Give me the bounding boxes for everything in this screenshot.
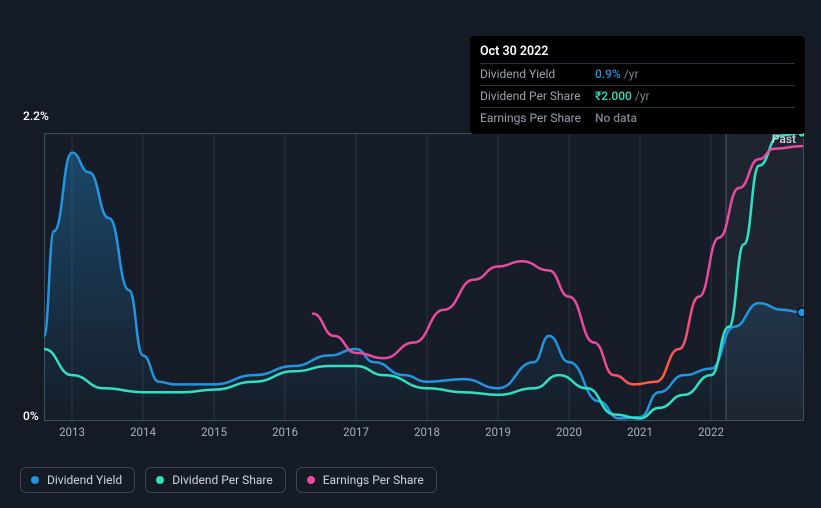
tooltip-row-label: Earnings Per Share: [480, 110, 595, 127]
x-tick-label: 2021: [627, 425, 653, 439]
x-axis: 2013 2014 2015 2016 2017 2018 2019 2020 2021 2022: [44, 425, 804, 445]
legend-item-label: Earnings Per Share: [323, 473, 424, 487]
tooltip-row-value: No data: [595, 110, 637, 127]
tooltip-row-value: ₹2.000: [595, 88, 632, 105]
tooltip-row: Dividend Per Share₹2.000/yr: [480, 85, 795, 107]
x-tick-label: 2014: [130, 425, 156, 439]
y-axis-min-label: 0%: [23, 409, 39, 423]
tooltip-row-label: Dividend Yield: [480, 66, 595, 83]
legend-item-label: Dividend Yield: [47, 473, 122, 487]
past-region-label: Past: [772, 132, 796, 146]
chart-legend: Dividend Yield Dividend Per Share Earnings…: [20, 467, 437, 493]
tooltip-date: Oct 30 2022: [480, 42, 795, 63]
tooltip-row-label: Dividend Per Share: [480, 88, 595, 105]
tooltip-row-suffix: /yr: [624, 66, 639, 83]
legend-item-label: Dividend Per Share: [172, 473, 273, 487]
chart-tooltip: Oct 30 2022 Dividend Yield0.9%/yrDividen…: [470, 36, 805, 134]
tooltip-row-value: 0.9%: [595, 66, 621, 83]
x-tick-label: 2016: [272, 425, 298, 439]
y-axis-max-label: 2.2%: [23, 109, 49, 123]
legend-item[interactable]: Dividend Yield: [20, 467, 135, 493]
x-tick-label: 2018: [414, 425, 440, 439]
x-tick-label: 2019: [485, 425, 511, 439]
x-tick-label: 2017: [343, 425, 369, 439]
tooltip-row: Earnings Per ShareNo data: [480, 107, 795, 129]
x-tick-label: 2020: [556, 425, 582, 439]
tooltip-row-suffix: /yr: [635, 88, 650, 105]
legend-dot-icon: [31, 476, 39, 484]
legend-item[interactable]: Earnings Per Share: [296, 467, 437, 493]
x-tick-label: 2015: [201, 425, 227, 439]
chart-plot[interactable]: [44, 133, 804, 421]
tooltip-row: Dividend Yield0.9%/yr: [480, 63, 795, 85]
legend-dot-icon: [156, 476, 164, 484]
x-tick-label: 2013: [59, 425, 85, 439]
x-tick-label: 2022: [698, 425, 724, 439]
legend-dot-icon: [307, 476, 315, 484]
legend-item[interactable]: Dividend Per Share: [145, 467, 286, 493]
